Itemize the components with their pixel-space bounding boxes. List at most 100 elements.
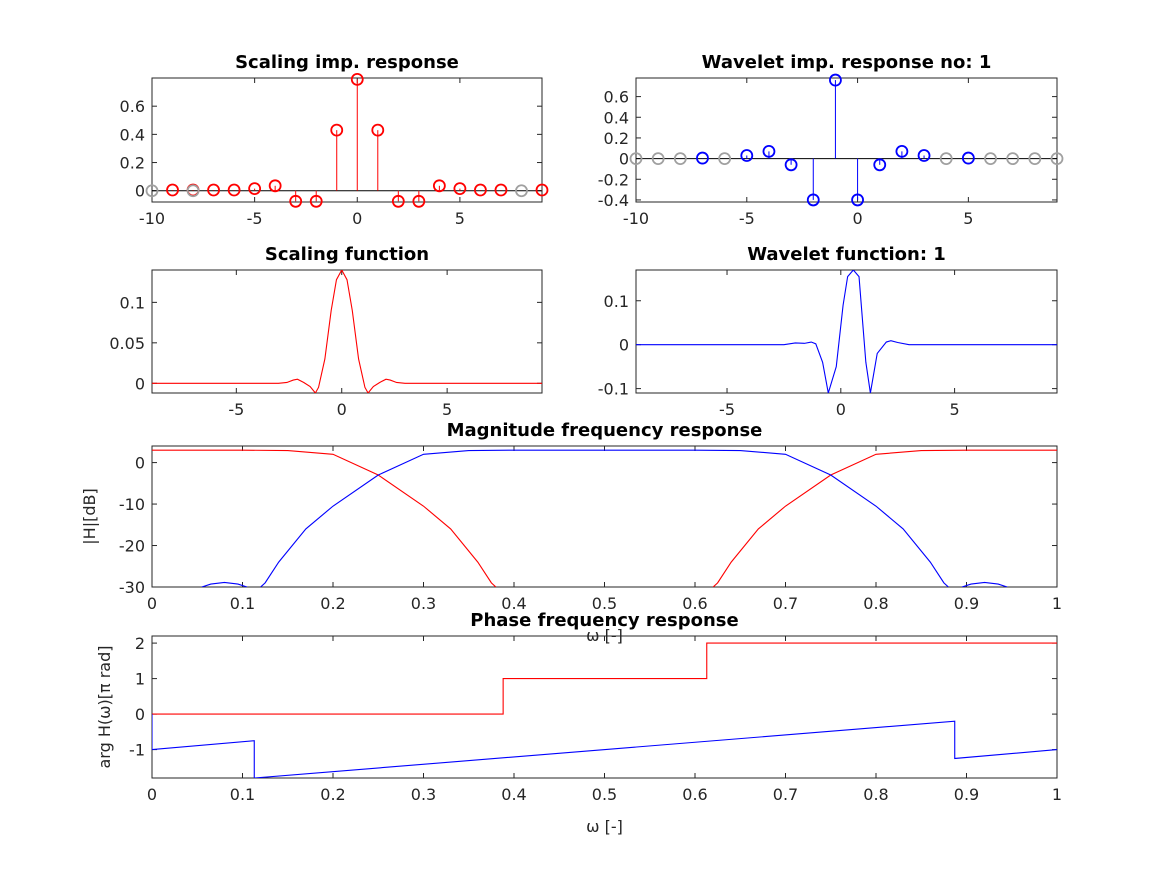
magnitude-series-line (260, 449, 949, 587)
wavelet-imp-ytick-label: 0.4 (604, 108, 629, 127)
scaling-fn-series-line (152, 270, 542, 393)
phase-ytick-label: 2 (135, 634, 145, 653)
phase-ylabel: arg H(ω)[π rad] (95, 646, 114, 769)
magnitude-xtick-label: 0.7 (773, 594, 798, 613)
magnitude-plot (152, 449, 1057, 587)
scaling-imp-marker (330, 123, 344, 137)
scaling-imp-marker (186, 184, 200, 198)
scaling-fn-xtick-label: -5 (228, 400, 244, 419)
wavelet-imp-marker (917, 149, 931, 162)
scaling-imp-marker (494, 183, 508, 197)
scaling-fn-title: Scaling function (265, 244, 429, 265)
wavelet-imp-marker (1028, 152, 1042, 166)
wavelet-fn-xtick-label: -5 (719, 400, 735, 419)
phase-title: Phase frequency response (470, 610, 738, 631)
wavelet-imp-ytick-label: 0.2 (604, 129, 629, 148)
wavelet-imp-marker (851, 193, 864, 207)
wavelet-fn-axes: -5 0 5 -0.1 0 0.1 Wavelet function: 1 (598, 244, 1058, 419)
wavelet-imp-marker (740, 149, 754, 162)
phase-xtick-label: 0.6 (682, 785, 707, 804)
scaling-fn-axes: -5 0 5 0 0.05 0.1 Scaling function (109, 244, 543, 419)
magnitude-ytick-label: 0 (135, 454, 145, 473)
wavelet-fn-ytick-label: 0.1 (604, 292, 629, 311)
wavelet-fn-series-line (636, 270, 1057, 393)
scaling-imp-marker (535, 183, 549, 197)
scaling-imp-xtick-label: 0 (352, 209, 362, 228)
wavelet-fn-ytick-label: 0 (619, 336, 629, 355)
wavelet-imp-ytick-label: 0 (619, 150, 629, 169)
phase-series-line (152, 714, 1057, 778)
scaling-imp-marker (145, 184, 159, 198)
wavelet-imp-ytick-label: -0.2 (598, 170, 629, 189)
magnitude-xtick-label: 0 (147, 594, 157, 613)
scaling-imp-ytick-label: 0.6 (120, 97, 145, 116)
phase-xlabel: ω [-] (586, 817, 623, 836)
wavelet-imp-marker (718, 152, 732, 166)
phase-xtick-label: 0.4 (501, 785, 526, 804)
scaling-fn-ytick-label: 0 (135, 374, 145, 393)
scaling-imp-marker (453, 182, 467, 196)
magnitude-ytick-label: -10 (119, 495, 145, 514)
scaling-imp-ytick-label: 0 (135, 182, 145, 201)
phase-box (151, 635, 1058, 779)
scaling-imp-marker (350, 73, 364, 86)
scaling-fn-xtick-label: 0 (337, 400, 347, 419)
wavelet-imp-marker (673, 152, 687, 166)
scaling-imp-marker (227, 183, 241, 197)
phase-xtick-label: 0.5 (592, 785, 617, 804)
scaling-imp-xtick-label: -5 (247, 209, 263, 228)
phase-plot (152, 642, 1057, 778)
scaling-imp-marker (474, 183, 487, 197)
wavelet-imp-marker (895, 144, 909, 158)
wavelet-imp-marker (651, 152, 665, 166)
wavelet-fn-xtick-label: 0 (836, 400, 846, 419)
phase-xtick-label: 0.8 (863, 785, 888, 804)
phase-xtick-label: 0.3 (411, 785, 436, 804)
wavelet-fn-ytick-label: -0.1 (598, 380, 629, 399)
magnitude-box (151, 445, 1058, 588)
wavelet-imp-xtick-label: -5 (739, 209, 755, 228)
phase-axes: 0 0.1 0.2 0.3 0.4 0.5 0.6 0.7 0.8 0.9 1 -1 0 1 2 Phase … (95, 610, 1062, 836)
wavelet-imp-xtick-label: -10 (623, 209, 649, 228)
magnitude-series-line (152, 449, 1057, 587)
scaling-imp-title: Scaling imp. response (235, 52, 459, 73)
wavelet-imp-xtick-label: 5 (963, 209, 973, 228)
scaling-fn-ytick-label: 0.1 (120, 293, 145, 312)
wavelet-imp-plot (636, 80, 1057, 200)
wavelet-imp-box (635, 77, 1058, 203)
scaling-imp-xtick-label: 5 (455, 209, 465, 228)
wavelet-imp-marker (939, 152, 953, 166)
scaling-imp-marker (515, 184, 528, 198)
magnitude-series-line (201, 581, 1008, 587)
wavelet-imp-marker (961, 151, 975, 165)
magnitude-xtick-label: 0.5 (592, 594, 617, 613)
phase-xtick-label: 0 (147, 785, 157, 804)
scaling-imp-marker (432, 179, 446, 193)
wavelet-fn-plot (636, 270, 1057, 393)
magnitude-ytick-label: -30 (119, 578, 145, 597)
phase-ytick-label: 0 (135, 705, 145, 724)
scaling-fn-box (151, 269, 543, 394)
magnitude-xtick-label: 0.4 (501, 594, 526, 613)
wavelet-imp-marker (1050, 152, 1064, 166)
phase-ytick-label: 1 (135, 670, 145, 689)
magnitude-xtick-label: 0.8 (863, 594, 888, 613)
scaling-imp-marker (391, 194, 405, 208)
wavelet-imp-xtick-label: 0 (852, 209, 862, 228)
scaling-imp-marker (412, 194, 426, 208)
wavelet-imp-ytick-label: 0.6 (604, 88, 629, 107)
wavelet-imp-marker (806, 193, 820, 207)
wavelet-imp-marker (629, 152, 643, 166)
magnitude-xtick-label: 0.1 (230, 594, 255, 613)
phase-series-line (152, 642, 1057, 715)
scaling-imp-marker (268, 179, 282, 193)
magnitude-axes: 0 0.1 0.2 0.3 0.4 0.5 0.6 0.7 0.8 0.9 1 -30 -20 -10 0 M… (80, 420, 1062, 645)
scaling-imp-box (151, 77, 543, 203)
scaling-imp-xtick-label: -10 (139, 209, 165, 228)
scaling-imp-marker (207, 183, 220, 197)
scaling-imp-marker (166, 183, 179, 197)
wavelet-imp-marker (1006, 152, 1020, 166)
magnitude-xtick-label: 1 (1052, 594, 1062, 613)
